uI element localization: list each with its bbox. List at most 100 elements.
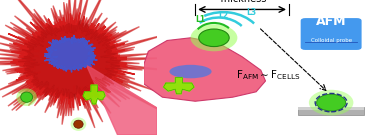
Polygon shape (101, 73, 141, 91)
Polygon shape (67, 89, 72, 116)
Polygon shape (99, 76, 170, 116)
Polygon shape (19, 69, 38, 76)
Polygon shape (0, 61, 35, 65)
Polygon shape (34, 84, 53, 106)
Polygon shape (105, 47, 135, 55)
Polygon shape (91, 82, 105, 95)
Polygon shape (44, 35, 97, 72)
Polygon shape (72, 9, 77, 33)
Polygon shape (89, 18, 107, 38)
Polygon shape (80, 87, 91, 110)
Polygon shape (70, 89, 74, 110)
Polygon shape (42, 84, 54, 100)
Polygon shape (73, 89, 79, 110)
Circle shape (74, 120, 83, 128)
Polygon shape (49, 21, 59, 35)
Polygon shape (82, 86, 103, 122)
Polygon shape (20, 39, 40, 49)
Polygon shape (0, 48, 36, 57)
Polygon shape (85, 13, 102, 36)
Circle shape (17, 88, 37, 106)
Polygon shape (49, 86, 58, 101)
Polygon shape (51, 8, 63, 34)
Polygon shape (53, 87, 62, 105)
Polygon shape (83, 27, 89, 36)
Polygon shape (106, 54, 118, 57)
Polygon shape (18, 36, 40, 48)
Polygon shape (99, 31, 127, 46)
Polygon shape (105, 67, 120, 72)
Ellipse shape (305, 23, 357, 40)
Polygon shape (95, 79, 108, 89)
Polygon shape (44, 15, 57, 36)
Polygon shape (25, 38, 41, 47)
Circle shape (21, 92, 33, 102)
Text: L1: L1 (195, 15, 205, 24)
Text: L2: L2 (218, 11, 228, 20)
Polygon shape (66, 89, 70, 116)
Polygon shape (0, 42, 37, 54)
Polygon shape (0, 54, 35, 59)
Polygon shape (102, 71, 154, 90)
Polygon shape (14, 80, 46, 105)
Polygon shape (60, 10, 67, 33)
Polygon shape (68, 0, 72, 33)
Polygon shape (45, 86, 60, 113)
Polygon shape (106, 55, 120, 58)
Polygon shape (74, 88, 80, 106)
Polygon shape (63, 15, 68, 33)
Polygon shape (86, 85, 96, 97)
Polygon shape (105, 66, 118, 70)
Polygon shape (87, 27, 95, 37)
Polygon shape (16, 81, 49, 111)
Polygon shape (14, 16, 47, 42)
Polygon shape (34, 9, 55, 37)
Polygon shape (18, 57, 35, 60)
Ellipse shape (169, 65, 212, 78)
Polygon shape (94, 80, 121, 102)
Polygon shape (100, 75, 125, 88)
Polygon shape (64, 2, 70, 33)
Text: $\mathsf{F_{AFM}{\sim}F_{CELLS}}$: $\mathsf{F_{AFM}{\sim}F_{CELLS}}$ (235, 69, 300, 82)
Polygon shape (77, 88, 85, 109)
Polygon shape (54, 25, 60, 35)
Polygon shape (9, 43, 37, 53)
Polygon shape (11, 62, 35, 66)
Polygon shape (84, 18, 96, 36)
Polygon shape (67, 3, 71, 33)
Polygon shape (106, 63, 174, 71)
Polygon shape (106, 54, 149, 59)
Polygon shape (103, 41, 128, 51)
Polygon shape (107, 60, 139, 64)
Bar (298, 107, 364, 110)
Polygon shape (12, 80, 48, 110)
Polygon shape (144, 38, 265, 101)
Polygon shape (13, 43, 38, 52)
Polygon shape (19, 70, 38, 78)
Polygon shape (0, 58, 34, 61)
Polygon shape (8, 13, 135, 108)
Polygon shape (26, 28, 46, 43)
Text: Thickness: Thickness (218, 0, 266, 4)
Polygon shape (29, 73, 40, 80)
Polygon shape (85, 85, 96, 101)
Polygon shape (36, 31, 48, 41)
Polygon shape (106, 64, 143, 70)
Polygon shape (93, 81, 107, 92)
Polygon shape (98, 33, 119, 45)
Polygon shape (83, 85, 105, 104)
Polygon shape (8, 13, 135, 108)
Polygon shape (107, 57, 124, 60)
Polygon shape (69, 89, 73, 116)
Bar (298, 107, 364, 115)
Polygon shape (97, 77, 130, 99)
Polygon shape (79, 17, 87, 34)
Polygon shape (60, 88, 68, 116)
FancyBboxPatch shape (305, 38, 357, 42)
Polygon shape (104, 69, 135, 79)
Polygon shape (98, 32, 116, 44)
Polygon shape (8, 71, 39, 84)
Polygon shape (90, 83, 99, 93)
Polygon shape (38, 83, 52, 98)
Polygon shape (48, 85, 56, 94)
